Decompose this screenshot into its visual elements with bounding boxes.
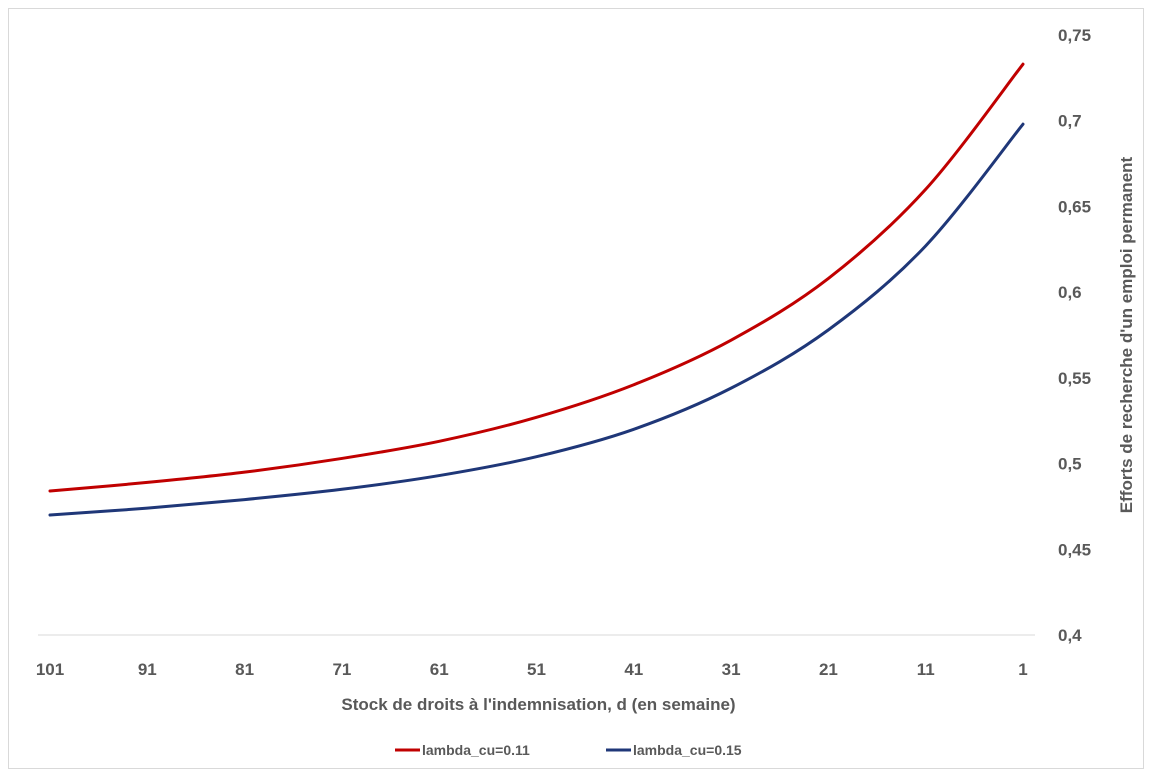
y-tick-label: 0,4 [1058, 626, 1082, 645]
y-tick-label: 0,6 [1058, 283, 1082, 302]
x-tick-label: 81 [235, 660, 254, 679]
x-axis-title: Stock de droits à l'indemnisation, d (en… [341, 695, 735, 714]
y-tick-label: 0,75 [1058, 26, 1091, 45]
x-tick-label: 61 [430, 660, 449, 679]
x-tick-label: 1 [1018, 660, 1027, 679]
legend: lambda_cu=0.11 lambda_cu=0.15 [395, 742, 742, 758]
x-tick-label: 91 [138, 660, 157, 679]
x-tick-labels: 101 91 81 71 61 51 41 31 21 11 1 [36, 660, 1028, 679]
y-axis-title: Efforts de recherche d'un emploi permane… [1117, 156, 1136, 513]
legend-item-1: lambda_cu=0.11 [395, 742, 530, 758]
y-tick-label: 0,45 [1058, 540, 1091, 559]
series-line-1 [48, 62, 1025, 493]
y-tick-label: 0,55 [1058, 369, 1091, 388]
y-tick-label: 0,7 [1058, 112, 1082, 131]
x-tick-label: 51 [527, 660, 546, 679]
series-line-2 [48, 122, 1025, 517]
y-tick-labels: 0,4 0,45 0,5 0,55 0,6 0,65 0,7 0,75 [1058, 26, 1091, 645]
x-tick-label: 71 [332, 660, 351, 679]
y-tick-label: 0,65 [1058, 197, 1091, 216]
x-tick-label: 101 [36, 660, 64, 679]
chart-frame [8, 8, 1144, 769]
legend-item-2: lambda_cu=0.15 [606, 742, 742, 758]
x-tick-label: 11 [917, 660, 935, 679]
series-lines [48, 62, 1025, 517]
x-tick-label: 31 [722, 660, 741, 679]
x-tick-label: 21 [819, 660, 838, 679]
y-tick-label: 0,5 [1058, 455, 1082, 474]
legend-label: lambda_cu=0.15 [633, 742, 742, 758]
legend-label: lambda_cu=0.11 [422, 742, 530, 758]
x-tick-label: 41 [624, 660, 643, 679]
